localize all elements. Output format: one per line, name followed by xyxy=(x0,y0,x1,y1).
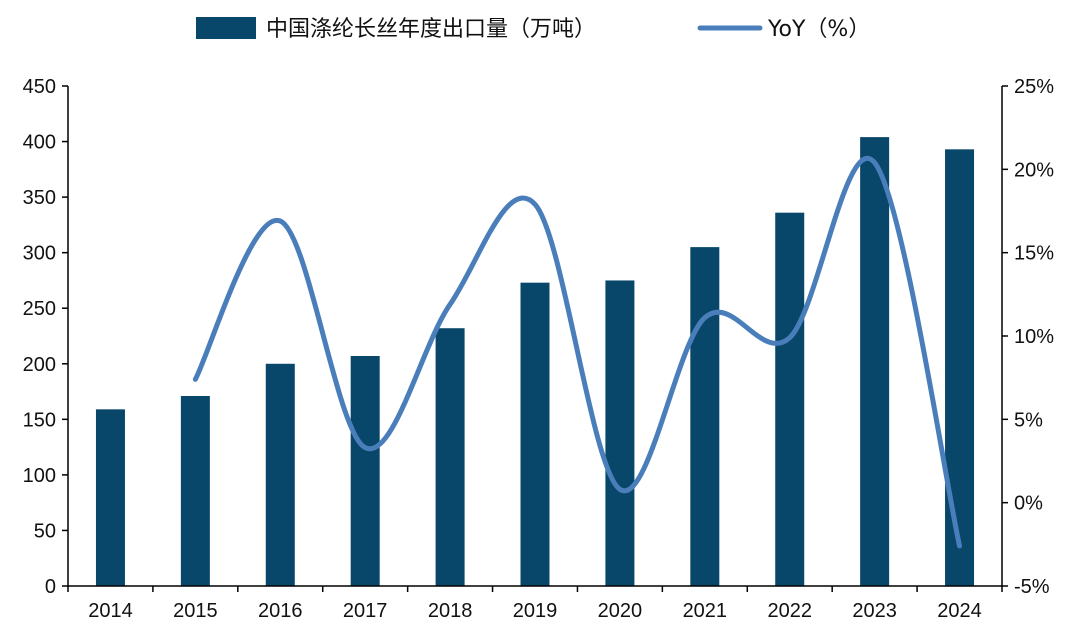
bar-series xyxy=(95,137,975,587)
bar xyxy=(860,137,890,586)
right-tick-label: 20% xyxy=(1014,159,1054,181)
x-tick-label: 2019 xyxy=(513,600,558,622)
right-tick-label: 5% xyxy=(1014,409,1043,431)
x-tick-label: 2020 xyxy=(598,600,643,622)
bar xyxy=(775,212,805,586)
right-tick-label: 10% xyxy=(1014,326,1054,348)
bar xyxy=(605,280,635,586)
x-tick-label: 2014 xyxy=(88,600,133,622)
bar xyxy=(265,363,295,586)
x-tick-label: 2015 xyxy=(173,600,218,622)
left-tick-label: 0 xyxy=(45,576,56,598)
left-tick-label: 200 xyxy=(23,354,56,376)
bar xyxy=(95,409,125,586)
right-tick-label: -5% xyxy=(1014,576,1050,598)
right-tick-label: 0% xyxy=(1014,493,1043,515)
right-tick-label: 15% xyxy=(1014,243,1054,265)
x-tick-label: 2024 xyxy=(937,600,982,622)
legend-label-line: YoY（%） xyxy=(767,17,870,42)
left-tick-label: 100 xyxy=(23,465,56,487)
legend-swatch-bar xyxy=(196,17,256,39)
left-tick-label: 450 xyxy=(23,76,56,98)
left-tick-label: 350 xyxy=(23,187,56,209)
x-tick-label: 2017 xyxy=(343,600,388,622)
left-tick-label: 300 xyxy=(23,243,56,265)
legend-label-bar: 中国涤纶长丝年度出口量（万吨） xyxy=(266,17,596,42)
line-series xyxy=(192,156,963,549)
bar xyxy=(945,149,975,587)
bar xyxy=(350,356,380,586)
right-tick-label: 25% xyxy=(1014,76,1054,98)
bar xyxy=(435,328,465,586)
legend: 中国涤纶长丝年度出口量（万吨） YoY（%） xyxy=(196,17,870,42)
right-axis: -5% 0% 5% 10% 15% 20% 25% xyxy=(1001,76,1054,598)
bar xyxy=(180,396,210,586)
left-tick-label: 150 xyxy=(23,409,56,431)
yoy-line xyxy=(192,156,963,549)
x-tick-label: 2016 xyxy=(258,600,303,622)
left-axis: 0 50 100 150 200 250 300 350 400 450 xyxy=(23,76,69,598)
bar xyxy=(690,247,720,586)
x-tick-label: 2023 xyxy=(852,600,897,622)
x-axis: 2014 2015 2016 2017 2018 2019 2020 2021 2022 2023… xyxy=(67,585,1003,622)
x-tick-label: 2022 xyxy=(767,600,812,622)
x-tick-label: 2021 xyxy=(683,600,728,622)
bar xyxy=(520,282,550,586)
left-tick-label: 250 xyxy=(23,298,56,320)
x-tick-label: 2018 xyxy=(428,600,473,622)
left-tick-label: 400 xyxy=(23,132,56,154)
left-tick-label: 50 xyxy=(34,520,56,542)
